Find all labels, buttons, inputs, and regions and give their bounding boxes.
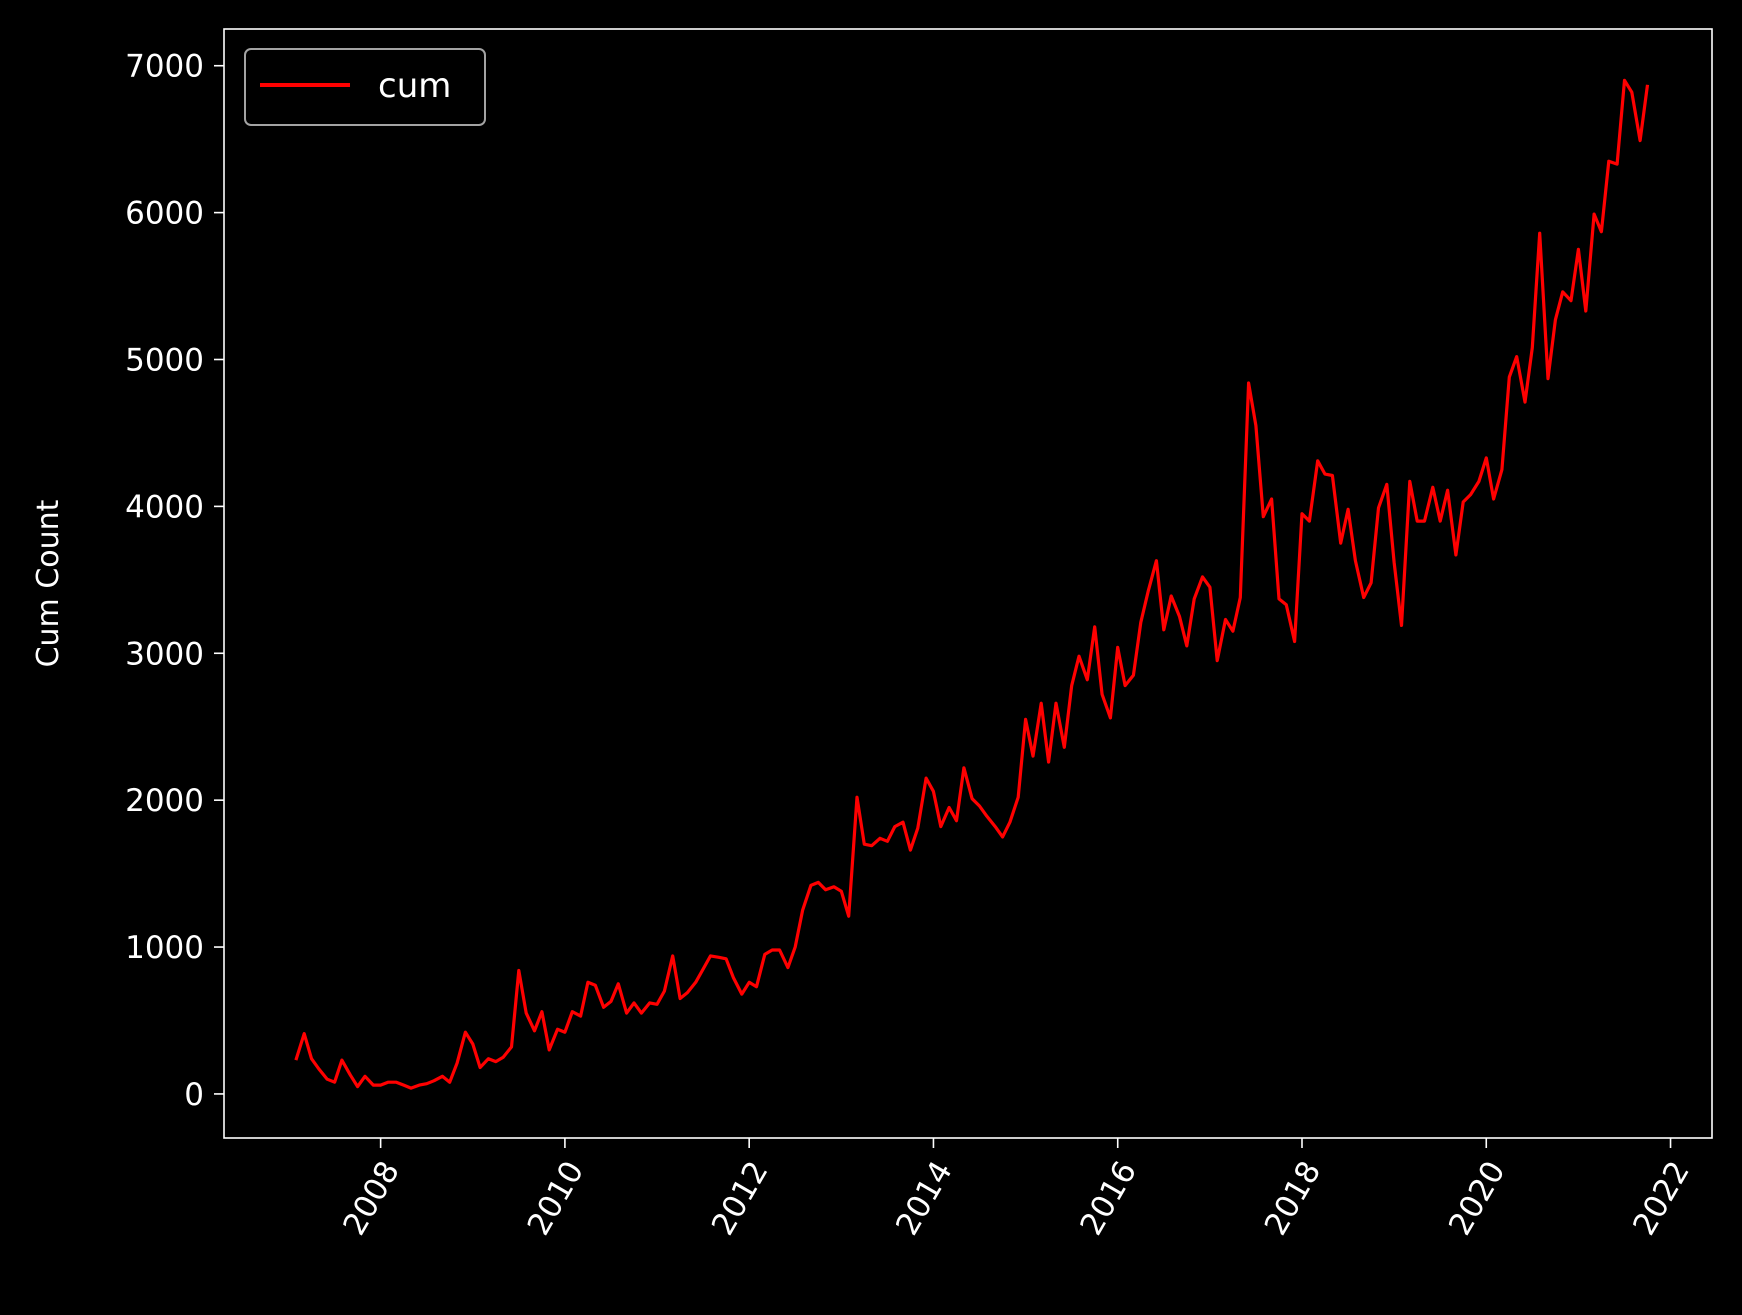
y-axis-label: Cum Count (31, 499, 66, 667)
y-tick-label: 3000 (125, 636, 204, 672)
y-tick-label: 6000 (125, 196, 204, 232)
plot-area (294, 78, 1650, 1090)
legend-box (244, 48, 486, 126)
y-tick-label: 0 (184, 1077, 204, 1113)
legend-label-cum: cum (378, 66, 451, 106)
axes-frame (223, 28, 1713, 1139)
legend: cum (244, 48, 486, 126)
y-tick-label: 1000 (125, 930, 204, 966)
y-tick-label: 7000 (125, 49, 204, 85)
y-tick-label: 5000 (125, 342, 204, 378)
series-line-cum (294, 78, 1650, 1090)
y-tick-label: 4000 (125, 489, 204, 525)
y-tick-label: 2000 (125, 783, 204, 819)
